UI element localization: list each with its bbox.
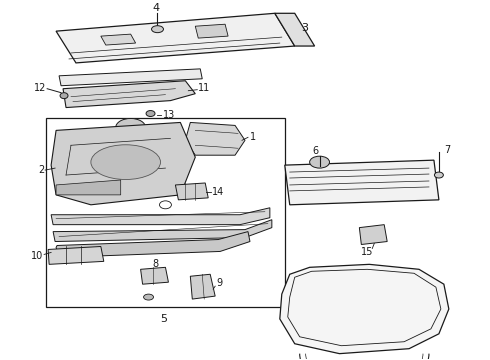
Ellipse shape <box>116 118 146 136</box>
Text: 11: 11 <box>198 83 211 93</box>
Text: 8: 8 <box>152 259 159 269</box>
Polygon shape <box>141 267 169 284</box>
Text: 5: 5 <box>160 314 167 324</box>
Text: 10: 10 <box>31 251 43 261</box>
Polygon shape <box>51 122 196 205</box>
Text: 14: 14 <box>212 187 224 197</box>
Ellipse shape <box>146 111 155 117</box>
Ellipse shape <box>310 156 329 168</box>
Text: 3: 3 <box>302 23 309 33</box>
Text: 7: 7 <box>444 145 450 155</box>
Text: 2: 2 <box>38 165 44 175</box>
Ellipse shape <box>60 93 68 99</box>
Polygon shape <box>359 225 387 244</box>
Ellipse shape <box>91 145 161 180</box>
Polygon shape <box>185 122 245 155</box>
Text: 13: 13 <box>163 109 175 120</box>
Polygon shape <box>56 13 294 63</box>
Polygon shape <box>59 69 202 86</box>
Text: 9: 9 <box>216 278 222 288</box>
Polygon shape <box>48 247 104 264</box>
Polygon shape <box>56 180 121 195</box>
Polygon shape <box>285 160 439 205</box>
Ellipse shape <box>435 172 443 178</box>
Text: 15: 15 <box>361 247 373 257</box>
Polygon shape <box>196 24 228 38</box>
Polygon shape <box>275 13 315 46</box>
Polygon shape <box>280 264 449 354</box>
Bar <box>46 118 285 307</box>
Text: 12: 12 <box>34 83 46 93</box>
Ellipse shape <box>144 294 153 300</box>
Polygon shape <box>101 34 136 45</box>
Polygon shape <box>53 220 272 242</box>
Polygon shape <box>190 274 215 299</box>
Polygon shape <box>51 208 270 225</box>
Polygon shape <box>56 231 250 257</box>
Text: 6: 6 <box>313 146 318 156</box>
Polygon shape <box>175 183 208 200</box>
Polygon shape <box>63 81 196 108</box>
Text: 4: 4 <box>152 3 159 13</box>
Ellipse shape <box>151 26 164 33</box>
Text: 1: 1 <box>250 132 256 142</box>
